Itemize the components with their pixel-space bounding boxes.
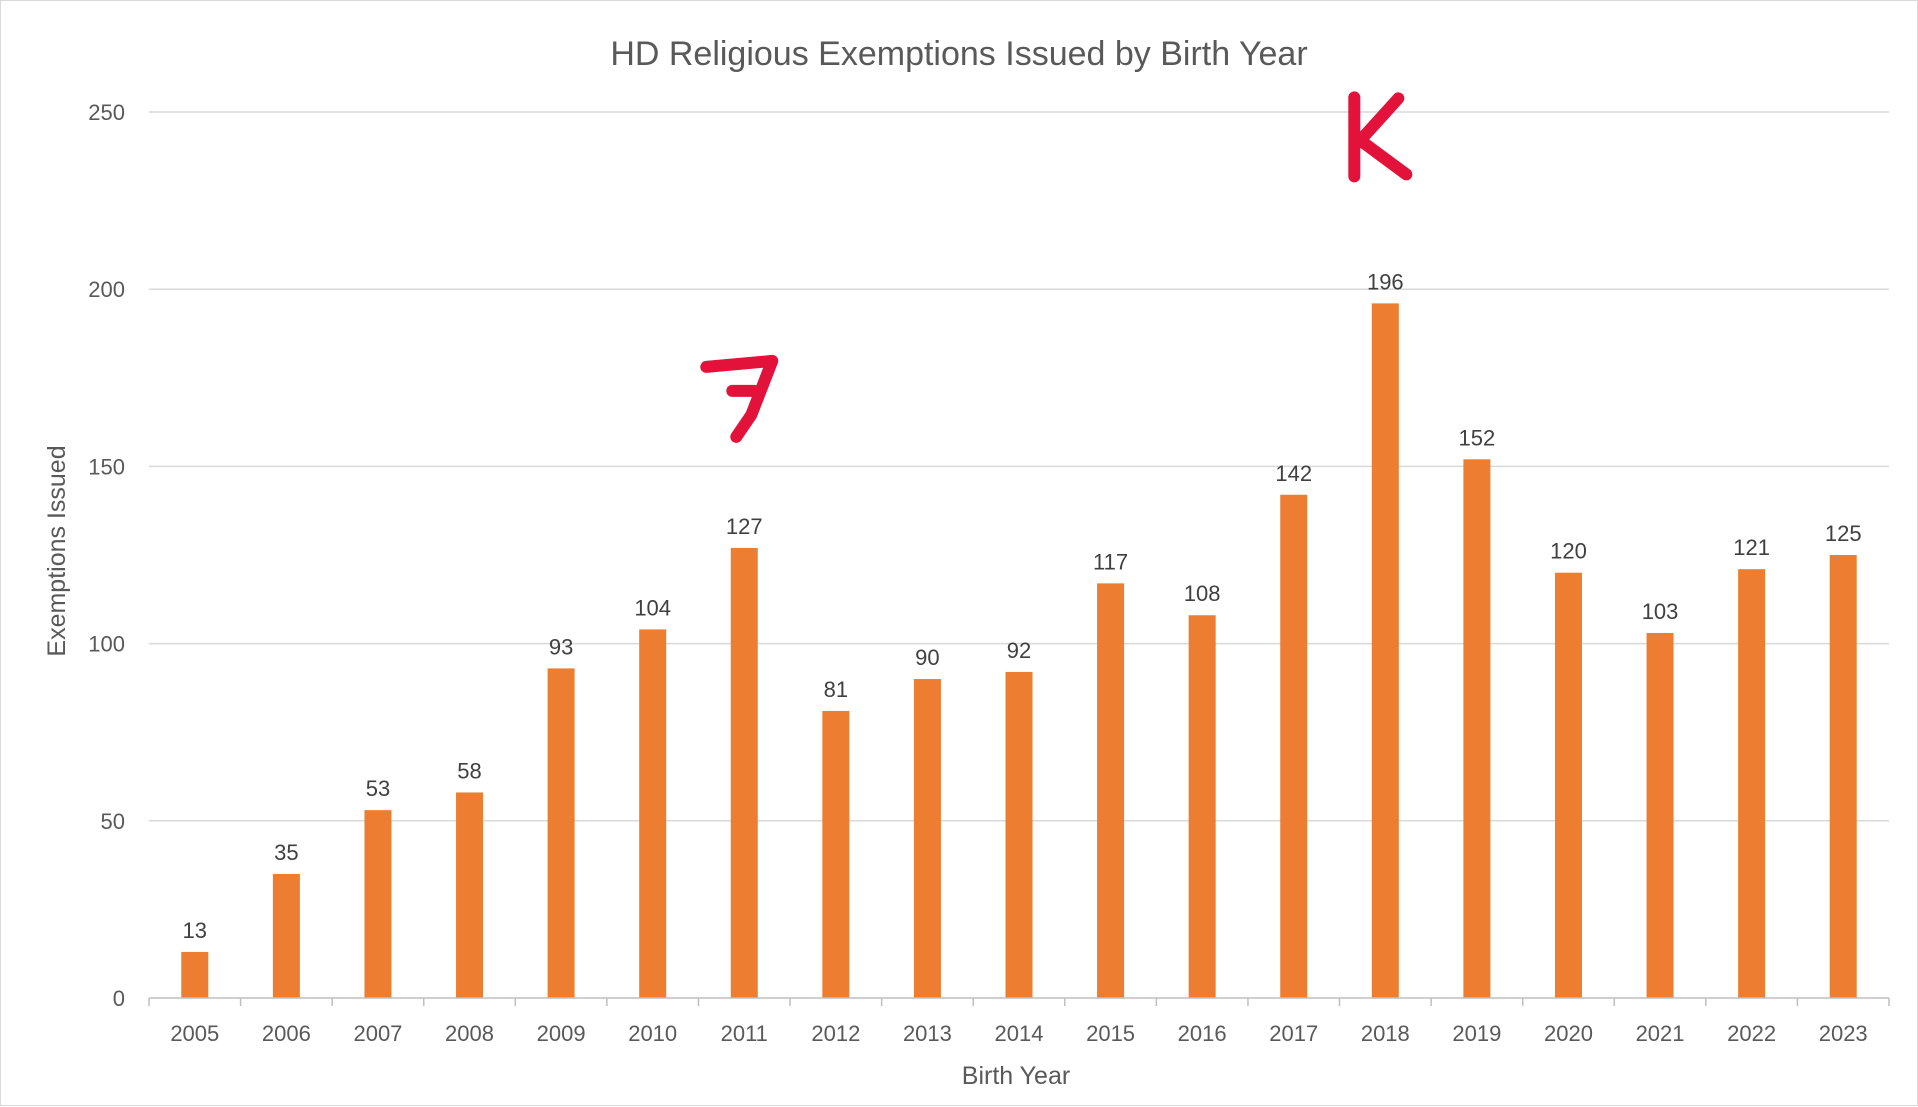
data-label-2006: 35 (274, 840, 298, 865)
bar-2014 (1005, 671, 1033, 998)
data-label-2019: 152 (1459, 425, 1496, 450)
handwritten-K-annotation (1348, 91, 1413, 183)
x-tick-label: 2010 (628, 1021, 677, 1046)
x-tick-label: 2017 (1269, 1021, 1318, 1046)
bar-2020 (1554, 572, 1582, 998)
x-tick-label: 2022 (1727, 1021, 1776, 1046)
handwritten-7-annotation (700, 354, 779, 443)
x-tick-label: 2015 (1086, 1021, 1135, 1046)
bar-2015 (1097, 583, 1125, 998)
handwritten-stroke (700, 354, 779, 443)
x-axis-title: Birth Year (962, 1062, 1070, 1090)
x-tick-label: 2014 (995, 1021, 1044, 1046)
bar-2022 (1738, 569, 1766, 998)
x-tick-label: 2008 (445, 1021, 494, 1046)
bar-2023 (1829, 555, 1857, 998)
x-tick-label: 2012 (811, 1021, 860, 1046)
bar-2012 (822, 710, 850, 998)
bar-2007 (364, 810, 392, 998)
data-label-2023: 125 (1825, 521, 1862, 546)
y-tick-label: 250 (88, 100, 125, 125)
data-label-2015: 117 (1093, 549, 1128, 574)
bars (181, 303, 1857, 999)
data-label-2020: 120 (1550, 539, 1587, 564)
bar-2010 (639, 629, 667, 998)
annotations (700, 91, 1413, 443)
x-tick-label: 2023 (1819, 1021, 1868, 1046)
data-label-2008: 58 (457, 758, 481, 783)
axes: 0 50 100 150 200 250 2005 2006 2007 2008 2009 2010 2… (88, 100, 1890, 1046)
data-label-2016: 108 (1184, 581, 1221, 606)
x-tick-label: 2013 (903, 1021, 952, 1046)
x-tick-label: 2011 (721, 1021, 768, 1046)
x-tick-label: 2016 (1178, 1021, 1227, 1046)
bar-2009 (547, 668, 575, 998)
chart-title: HD Religious Exemptions Issued by Birth … (610, 35, 1307, 73)
bar-2008 (456, 792, 484, 998)
y-axis-title: Exemptions Issued (43, 445, 71, 656)
data-label-2011: 127 (726, 514, 763, 539)
x-tick-label: 2021 (1636, 1021, 1685, 1046)
bar-2017 (1280, 494, 1308, 998)
x-tick-label: 2018 (1361, 1021, 1410, 1046)
bar-2016 (1188, 615, 1216, 998)
y-tick-label: 150 (88, 454, 125, 479)
data-label-2018: 196 (1367, 269, 1404, 294)
bar-2018 (1371, 303, 1399, 999)
data-label-2007: 53 (366, 776, 390, 801)
x-tick-label: 2006 (262, 1021, 311, 1046)
bar-2005 (181, 951, 209, 998)
data-label-2010: 104 (634, 595, 671, 620)
data-label-2014: 92 (1007, 638, 1031, 663)
data-label-2013: 90 (915, 645, 939, 670)
data-label-2017: 142 (1275, 461, 1312, 486)
data-label-2021: 103 (1642, 599, 1679, 624)
y-tick-label: 200 (88, 277, 125, 302)
handwritten-stroke (1348, 91, 1413, 183)
x-tick-label: 2005 (170, 1021, 219, 1046)
data-label-2009: 93 (549, 634, 573, 659)
x-tick-label: 2007 (353, 1021, 402, 1046)
data-label-2022: 121 (1733, 535, 1770, 560)
x-tick-label: 2020 (1544, 1021, 1593, 1046)
data-labels: 13 35 53 58 93 104 127 81 90 92 117 108 142 196 152 120… (183, 269, 1862, 943)
gridlines (149, 111, 1889, 822)
y-tick-label: 100 (88, 632, 125, 657)
y-tick-label: 0 (113, 986, 125, 1011)
bar-2021 (1646, 632, 1674, 998)
data-label-2005: 13 (183, 918, 207, 943)
data-label-2012: 81 (824, 677, 848, 702)
bar-2019 (1463, 459, 1491, 998)
bar-2006 (272, 873, 300, 998)
x-tick-label: 2009 (537, 1021, 586, 1046)
bar-2013 (913, 679, 941, 998)
bar-2011 (730, 547, 758, 998)
y-tick-label: 50 (101, 809, 125, 834)
x-tick-label: 2019 (1452, 1021, 1501, 1046)
